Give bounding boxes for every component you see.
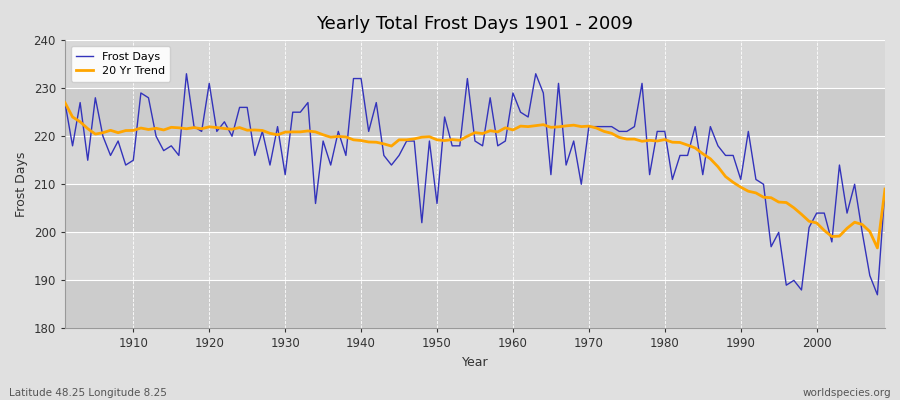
Frost Days (181, 71, 192, 76)
Frost Days (508, 90, 518, 95)
20 Yr Trend (59, 100, 70, 105)
Frost Days (121, 163, 131, 168)
Legend: Frost Days, 20 Yr Trend: Frost Days, 20 Yr Trend (70, 46, 170, 82)
Bar (65, 232, 885, 280)
Frost Days (879, 187, 890, 192)
Line: Frost Days: Frost Days (65, 74, 885, 295)
Frost Days (340, 153, 351, 158)
Line: 20 Yr Trend: 20 Yr Trend (65, 102, 885, 248)
Frost Days (515, 110, 526, 114)
20 Yr Trend (500, 126, 511, 130)
Bar (65, 136, 885, 184)
20 Yr Trend (287, 130, 298, 134)
Frost Days (872, 292, 883, 297)
Frost Days (607, 124, 617, 129)
Bar (65, 184, 885, 232)
Text: Latitude 48.25 Longitude 8.25: Latitude 48.25 Longitude 8.25 (9, 388, 166, 398)
Y-axis label: Frost Days: Frost Days (15, 152, 28, 217)
20 Yr Trend (598, 129, 609, 134)
20 Yr Trend (879, 187, 890, 192)
Bar (65, 40, 885, 88)
X-axis label: Year: Year (462, 356, 489, 369)
20 Yr Trend (872, 246, 883, 250)
Text: worldspecies.org: worldspecies.org (803, 388, 891, 398)
20 Yr Trend (333, 134, 344, 139)
Bar (65, 88, 885, 136)
Title: Yearly Total Frost Days 1901 - 2009: Yearly Total Frost Days 1901 - 2009 (317, 15, 634, 33)
20 Yr Trend (121, 128, 131, 133)
Frost Days (295, 110, 306, 114)
20 Yr Trend (508, 128, 518, 132)
Frost Days (59, 100, 70, 105)
Bar (65, 280, 885, 328)
